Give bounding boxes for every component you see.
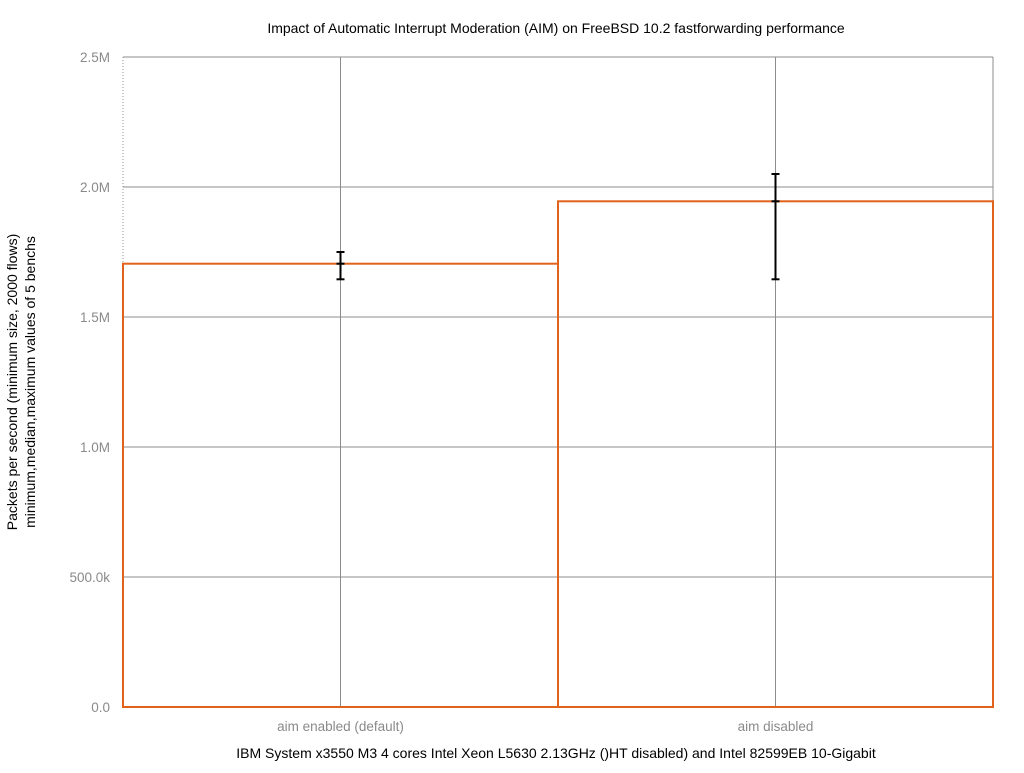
y-axis-ticks: 0.0 500.0k 1.0M 1.5M 2.0M 2.5M — [69, 50, 110, 715]
y-tick-label: 2.5M — [80, 50, 110, 65]
y-tick-label: 1.0M — [80, 440, 110, 455]
y-tick-label: 0.0 — [91, 700, 110, 715]
error-bar — [771, 173, 780, 281]
error-bar — [336, 251, 345, 281]
y-tick-label: 1.5M — [80, 310, 110, 325]
y-axis-title-line-1: Packets per second (minimum size, 2000 f… — [4, 234, 20, 530]
x-tick-label: aim disabled — [738, 719, 814, 734]
y-axis-title-line-2: minimum,median,maximum values of 5 bench… — [22, 236, 38, 528]
y-tick-label: 500.0k — [69, 570, 110, 585]
y-tick-label: 2.0M — [80, 180, 110, 195]
x-axis-ticks: aim enabled (default) aim disabled — [277, 719, 813, 734]
bars — [122, 200, 994, 709]
error-bars — [336, 173, 780, 281]
x-axis-title: IBM System x3550 M3 4 cores Intel Xeon L… — [236, 745, 876, 761]
chart-title: Impact of Automatic Interrupt Moderation… — [267, 20, 845, 36]
x-tick-label: aim enabled (default) — [277, 719, 404, 734]
y-axis-title: Packets per second (minimum size, 2000 f… — [4, 234, 38, 530]
